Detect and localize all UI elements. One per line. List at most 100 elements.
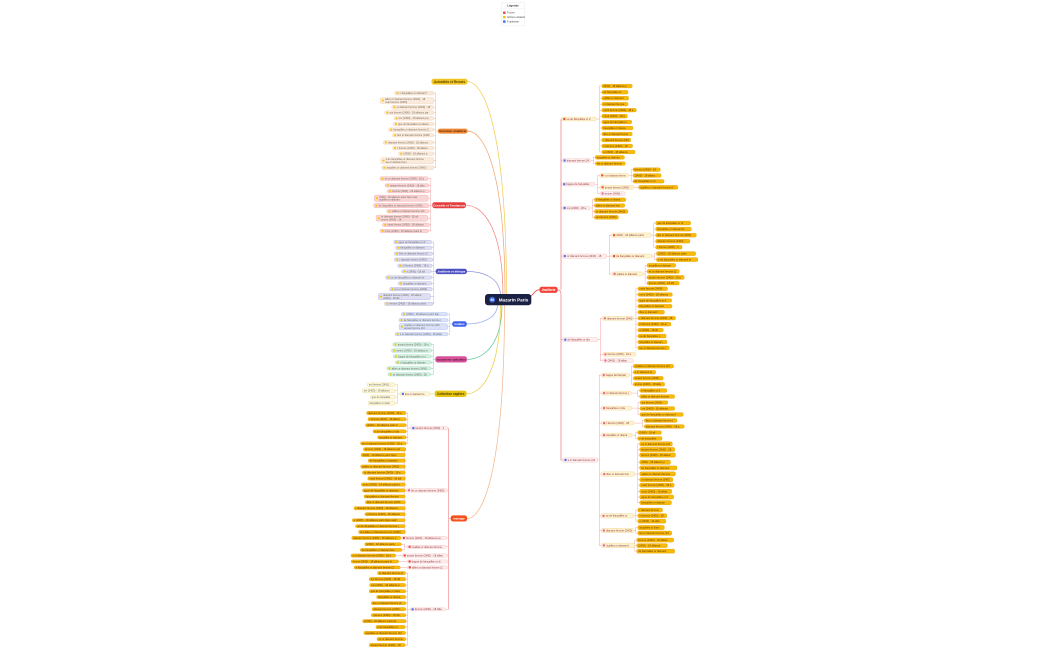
svg-text:de fiançailles or diamant: de fiançailles or diamant (638, 549, 666, 553)
svg-text:fiançailles or diamant: fiançailles or diamant (401, 246, 425, 250)
svg-text:gue de fiançailles or diama: gue de fiançailles or diama (398, 122, 429, 126)
svg-text:lles or diamant fe: lles or diamant fe (405, 392, 425, 396)
svg-text:es or diamant femme (2: es or diamant femme (2 (649, 269, 677, 273)
svg-text:diamant femme (2400) - 18 a: diamant femme (2400) - 18 a (368, 411, 402, 415)
svg-text:e de fiançailles or diamant fe: e de fiançailles or diamant fe (658, 258, 692, 262)
svg-text:ançailles or diaman: ançailles or diaman (649, 263, 672, 267)
svg-text:çailles or diamant: çailles or diamant (617, 272, 637, 276)
svg-text:gue de fiançailles or diam: gue de fiançailles or diam (371, 589, 400, 593)
svg-text:femme (2400) - 18 alliance par: femme (2400) - 18 alliance par (365, 447, 400, 451)
svg-text:me (2400) - 18 alliance pa: me (2400) - 18 alliance pa (399, 116, 429, 120)
svg-text:çailles or diamant femme: çailles or diamant femme (641, 472, 670, 476)
svg-text:illes or diamant femme (2: illes or diamant femme (2 (399, 252, 428, 256)
svg-text:de fiançailles or diamant femm: de fiançailles or diamant femme (2400) (379, 203, 423, 207)
svg-text:mme (2400) - 18 alliance paris: mme (2400) - 18 alliance paris b (363, 483, 401, 487)
svg-text:es or diamant femme (24: es or diamant femme (24 (641, 442, 670, 446)
svg-text:Conseils et Tendances: Conseils et Tendances (433, 203, 466, 207)
svg-text:or diamant femme (2400): or diamant femme (2400) (596, 209, 625, 213)
svg-text:ailles or diamant femme (2400): ailles or diamant femme (2400) (392, 366, 427, 370)
svg-text:iamant femme (2400) - 18 a: iamant femme (2400) - 18 a (649, 275, 682, 279)
svg-text:bague de fiançailles or d: bague de fiançailles or d (398, 354, 426, 358)
svg-text:es or diamant femme (2400) - 1: es or diamant femme (2400) - 18 a (362, 441, 402, 445)
svg-text:iançailles or diaman: iançailles or diaman (597, 155, 620, 159)
svg-text:nçailles or diamant femme (24: nçailles or diamant femme (24 (635, 364, 670, 368)
svg-text:amant femme (2400) - 18 a: amant femme (2400) - 18 a (398, 342, 429, 346)
svg-text:ant femme (2400) -: ant femme (2400) - (642, 401, 664, 405)
svg-text:femme (2400) - 18 allia: femme (2400) - 18 allia (415, 607, 442, 611)
svg-text:mme (2400) - 18 a: mme (2400) - 18 a (603, 114, 625, 118)
svg-text:(2400) - 18 alliance paris: (2400) - 18 alliance paris (366, 542, 395, 546)
svg-text:(2400) - 18 allianc: (2400) - 18 allianc (635, 173, 656, 177)
svg-text:or diamant femme (2: or diamant femme (2 (379, 571, 403, 575)
svg-text:femme (2400) - 18 alli: femme (2400) - 18 alli (649, 281, 675, 285)
svg-text:(2400) - 18 alliance paris b: (2400) - 18 alliance paris b (367, 423, 398, 427)
svg-text:nt femme (2400) - 18: nt femme (2400) - 18 (639, 514, 664, 518)
svg-text:e fiançailles or diama: e fiançailles or diama (596, 198, 621, 202)
svg-text:Joaillerie: Joaillerie (542, 288, 556, 292)
svg-text:(2400) - 18 allian: (2400) - 18 allian (608, 358, 628, 362)
svg-text:À optimiser: À optimiser (507, 20, 519, 23)
svg-text:mant femme (2400) - 18 a: mant femme (2400) - 18 a (641, 483, 672, 487)
svg-text:e de fiançailles or diamant fe: e de fiançailles or diamant femme (386, 157, 425, 161)
svg-text:ant femme (2400) - 18 alli: ant femme (2400) - 18 alli (371, 577, 401, 581)
svg-text:emme (2400) - 18 alliance p: emme (2400) - 18 alliance p (396, 348, 428, 352)
svg-text:de fiançailles or diamant: de fiançailles or diamant (370, 459, 398, 463)
svg-text:iamant femme (2400) - 18: iamant femme (2400) - 18 (641, 447, 671, 451)
svg-text:lles or diamant femme (2: lles or diamant femme (2 (373, 601, 402, 605)
svg-text:t femme (2400) - 1: t femme (2400) - 1 (657, 245, 679, 249)
svg-text:fiançailles or diamant fe: fiançailles or diamant fe (657, 227, 685, 231)
svg-text:les or diamant femme (2400): les or diamant femme (2400) (411, 488, 444, 492)
svg-text:ant femme (2400): ant femme (2400) (596, 215, 617, 219)
svg-text:ague de fiançailles o: ague de fiançailles o (603, 120, 627, 124)
svg-text:nçailles or diamant f: nçailles or diamant f (606, 543, 629, 547)
svg-text:e de fiançailles or: e de fiançailles or (378, 625, 398, 629)
svg-text:s or diamant femme (24: s or diamant femme (24 (568, 458, 596, 462)
svg-text:r diamant femme (2400) - 18 al: r diamant femme (2400) - 18 alliance (356, 506, 399, 510)
svg-text:me (2400) - 18 a: me (2400) - 18 a (567, 206, 587, 210)
svg-text:or diamant femme: or diamant femme (603, 102, 624, 106)
svg-text:2400) - 18 alliance p: 2400) - 18 alliance p (603, 84, 627, 88)
svg-text:(2400) - 18 all: (2400) - 18 all (639, 431, 655, 435)
svg-text:ançailles or diamant femme (24: ançailles or diamant femme (24 (365, 631, 402, 635)
svg-text:mant femme (2400) - 18 allianc: mant femme (2400) - 18 alliance (387, 223, 424, 227)
svg-text:nçailles or diamant femme (2: nçailles or diamant femme (2 (640, 185, 674, 189)
svg-text:ague de fiançailles or diamant: ague de fiançailles or diamant (364, 488, 399, 492)
svg-text:les or diamant femme (: les or diamant femme ( (640, 346, 667, 350)
svg-text:Mazarin Paris: Mazarin Paris (499, 297, 529, 302)
svg-text:lles or diamant femme (2400: lles or diamant femme (2400 (397, 133, 430, 137)
svg-text:femme (2400) - 18 alliance p: femme (2400) - 18 alliance p (392, 189, 425, 193)
svg-text:ailles or diamant femme (2400): ailles or diamant femme (2400) - 18 (385, 97, 426, 101)
svg-text:bague de fiançail: bague de fiançail (606, 373, 626, 377)
svg-text:M: M (491, 297, 495, 302)
svg-text:diamant femme (2400) - 18 a: diamant femme (2400) - 18 a (646, 424, 680, 428)
svg-text:les or diamant femme (2400): les or diamant femme (2400) (395, 287, 428, 291)
svg-text:diamant femme (2400) -: diamant femme (2400) - (657, 239, 685, 243)
svg-text:(2400) - 18 alliance paris bij: (2400) - 18 alliance paris bij (364, 619, 396, 623)
svg-text:amant femme (2400) -: amant femme (2400) - (635, 376, 661, 380)
svg-text:r diamant femme (2400) - 18: r diamant femme (2400) - 18 (640, 316, 673, 320)
svg-text:ant femme (2400) - 18 alliance: ant femme (2400) - 18 alliance par (390, 111, 429, 115)
svg-text:nt femme (2400) - 18 a: nt femme (2400) - 18 a (403, 264, 429, 268)
svg-text:de fiançailles or di: de fiançailles or di (635, 179, 656, 183)
svg-text:e de fiançailles or dia: e de fiançailles or dia (375, 429, 400, 433)
svg-text:de fiançailles or dia: de fiançailles or dia (568, 338, 591, 342)
svg-text:e fiançailles or d: e fiançailles or d (641, 388, 660, 392)
svg-text:me (2400) - 18 alliance: me (2400) - 18 alliance (642, 406, 669, 410)
svg-text:e fiançailles or diamant femme: e fiançailles or diamant femme (2 (356, 565, 395, 569)
svg-text:mant femme (2400) - 18 alli: mant femme (2400) - 18 alli (369, 476, 401, 480)
svg-text:or diamant femme (2400) - 18 a: or diamant femme (2400) - 18 all (381, 215, 418, 219)
svg-text:iançailles or diam: iançailles or diam (639, 526, 659, 530)
svg-text:ailles or diamant fem: ailles or diamant fem (596, 204, 620, 208)
svg-text:bague de fiançailles: bague de fiançailles (567, 182, 591, 186)
svg-text:s or diamant femm: s or diamant femm (604, 173, 625, 177)
svg-text:Joaillerie et éthique: Joaillerie et éthique (437, 270, 465, 274)
svg-text:or diamant femme (2400) - 18 a: or diamant femme (2400) - 18 a (364, 471, 401, 475)
svg-text:illes or diamant fem: illes or diamant fem (607, 472, 630, 476)
svg-text:or diamant femme (2400) - 18: or diamant femme (2400) - 18 (567, 254, 602, 258)
svg-text:r diamant femme (240: r diamant femme (240 (603, 138, 629, 142)
svg-text:lles or diamant femme (: lles or diamant femme ( (646, 418, 673, 422)
svg-text:de fiançailles or diamant femm: de fiançailles or diamant femme ( (404, 318, 442, 322)
svg-text:ague de fiançailles or d: ague de fiançailles or d (641, 495, 668, 499)
svg-text:e (2400) - 18 all: e (2400) - 18 all (640, 328, 659, 332)
svg-text:(2400) - 18 alliance paris: (2400) - 18 alliance paris (658, 252, 687, 256)
